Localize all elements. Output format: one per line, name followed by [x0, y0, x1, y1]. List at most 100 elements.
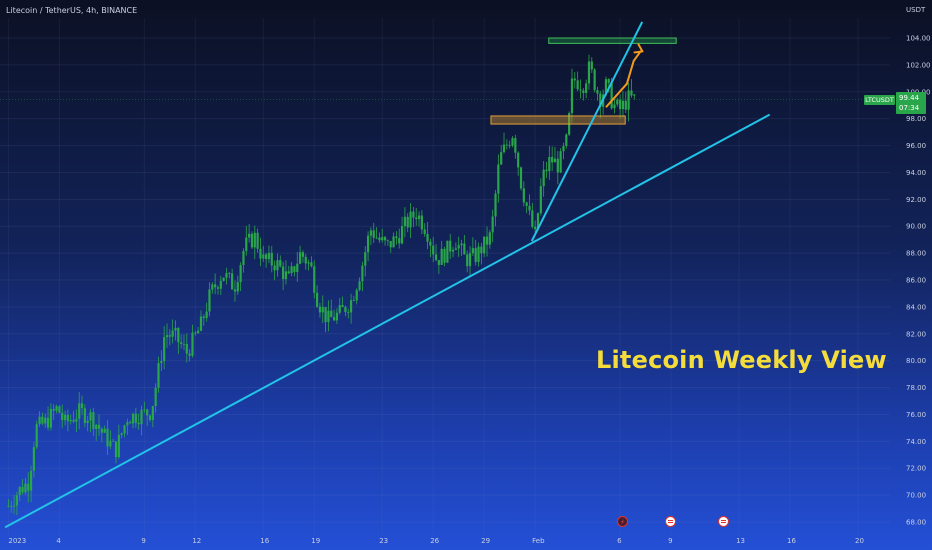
- candle-body: [270, 252, 273, 266]
- candle-body: [369, 230, 373, 236]
- candle-body: [120, 433, 123, 435]
- candle-body: [415, 217, 418, 219]
- candle-body: [18, 487, 21, 496]
- candle-body: [548, 156, 551, 172]
- us-flag-icon[interactable]: [665, 516, 676, 527]
- candle-body: [304, 256, 307, 264]
- candle-body: [273, 265, 276, 271]
- time-tick-label: 16: [260, 537, 269, 545]
- candle-body: [35, 424, 38, 448]
- candle-body: [177, 328, 180, 343]
- price-tick-label: 70.00: [906, 492, 926, 500]
- candle-body: [338, 305, 341, 313]
- candle-body: [341, 305, 344, 307]
- candle-body: [151, 406, 154, 420]
- candle-body: [559, 151, 562, 173]
- candle-body: [466, 254, 469, 267]
- candle-body: [330, 310, 333, 318]
- candle-body: [542, 169, 545, 187]
- candle-body: [293, 266, 296, 273]
- candle-body: [551, 156, 554, 163]
- candle-body: [627, 90, 630, 110]
- candle-body: [378, 237, 381, 241]
- candle-body: [593, 69, 596, 91]
- candle-body: [372, 230, 375, 238]
- candle-body: [10, 506, 13, 507]
- candle-body: [103, 428, 106, 433]
- price-tick-label: 90.00: [906, 223, 926, 231]
- candle-body: [327, 310, 330, 323]
- symbol-title[interactable]: Litecoin / TetherUS, 4h, BINANCE: [6, 6, 138, 15]
- candle-body: [477, 246, 480, 262]
- candle-body: [279, 260, 282, 267]
- candle-body: [284, 271, 288, 280]
- support-zone-orange: [490, 115, 626, 125]
- time-tick-label: 23: [379, 537, 388, 545]
- candle-body: [239, 264, 242, 283]
- candle-body: [185, 344, 188, 354]
- time-tick-label: 9: [141, 537, 145, 545]
- time-tick-label: 13: [736, 537, 745, 545]
- candle-body: [375, 237, 378, 239]
- candle-body: [12, 505, 16, 507]
- candle-body: [55, 406, 58, 411]
- candle-body: [157, 363, 160, 388]
- candle-body: [437, 260, 440, 265]
- candle-body: [222, 277, 225, 281]
- candle-body: [174, 328, 177, 331]
- candle-body: [454, 248, 457, 250]
- candle-body: [633, 94, 636, 96]
- candle-body: [488, 232, 491, 245]
- us-flag-icon[interactable]: [718, 516, 729, 527]
- price-axis-unit[interactable]: USDT: [906, 6, 926, 14]
- candle-body: [242, 251, 245, 265]
- price-tick-label: 84.00: [906, 303, 926, 311]
- price-tick-label: 68.00: [906, 519, 926, 527]
- candle-body: [556, 158, 559, 173]
- candle-body: [347, 312, 350, 313]
- candle-body: [117, 434, 120, 458]
- candle-body: [315, 292, 319, 307]
- candle-body: [321, 307, 324, 313]
- candle-body: [233, 289, 237, 292]
- candle-body: [443, 248, 446, 263]
- candle-body: [440, 248, 443, 265]
- candle-body: [463, 243, 466, 255]
- candle-body: [491, 216, 494, 233]
- candle-body: [451, 249, 455, 252]
- lightning-icon[interactable]: ⚡: [617, 516, 628, 527]
- candle-body: [500, 152, 503, 165]
- candle-body: [539, 186, 542, 214]
- candle-body: [29, 470, 33, 491]
- candle-body: [429, 241, 432, 246]
- candle-body: [165, 335, 169, 338]
- candle-body: [383, 237, 387, 241]
- candle-body: [610, 82, 613, 109]
- candle-body: [508, 145, 511, 146]
- candle-body: [180, 342, 183, 344]
- candle-body: [129, 422, 132, 424]
- candle-body: [497, 164, 500, 194]
- candle-body: [225, 273, 228, 278]
- candle-body: [471, 248, 474, 254]
- candle-body: [49, 408, 52, 428]
- candle-body: [134, 413, 137, 423]
- projection-arrow-head: [633, 43, 644, 54]
- candle-body: [585, 83, 588, 93]
- candle-body: [406, 216, 409, 228]
- price-tick-label: 86.00: [906, 277, 926, 285]
- candle-body: [395, 236, 398, 239]
- candle-body: [355, 290, 358, 301]
- candle-body: [403, 216, 406, 227]
- candle-body: [114, 441, 118, 458]
- overlay-title: Litecoin Weekly View: [596, 346, 887, 374]
- long-term-trendline: [4, 113, 771, 529]
- candle-body: [335, 312, 339, 321]
- candle-body: [301, 252, 305, 257]
- candle-body: [517, 152, 520, 168]
- candle-body: [44, 417, 47, 424]
- candle-body: [607, 79, 610, 83]
- price-tick-label: 96.00: [906, 142, 926, 150]
- candle-body: [494, 193, 497, 217]
